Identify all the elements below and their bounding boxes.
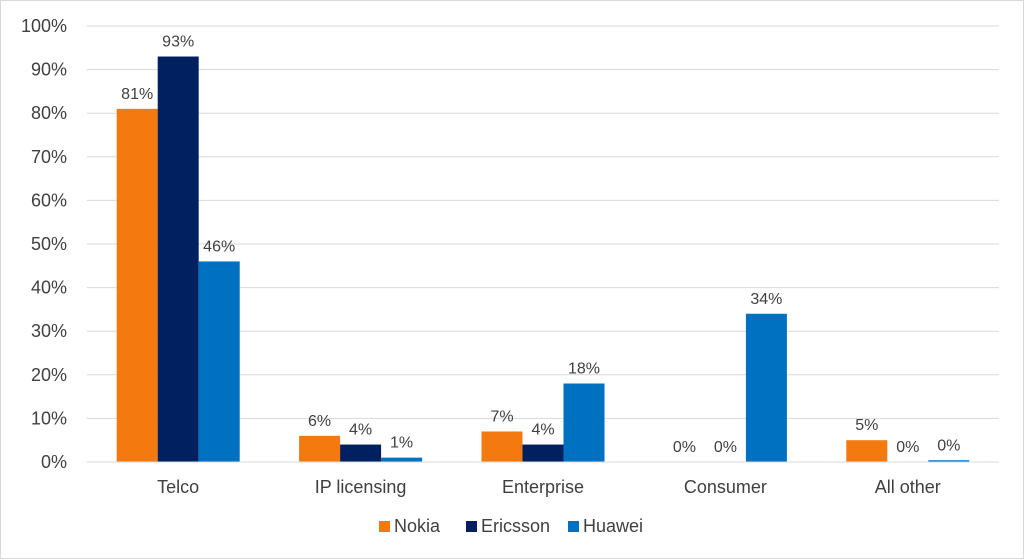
- y-axis-tick-labels: 0% 10% 20% 30% 40% 50% 60% 70% 80% 90% 100%: [21, 16, 67, 472]
- data-label-ericsson: 4%: [531, 422, 554, 439]
- data-label-huawei: 1%: [390, 435, 413, 452]
- y-tick-label: 70%: [31, 147, 67, 167]
- legend-swatch-ericsson: [466, 521, 477, 532]
- data-labels: 81% 93% 46% 6% 4% 1% 7% 4% 18% 0% 0% 34% 5% 0% 0%: [121, 34, 960, 456]
- y-tick-label: 0%: [41, 452, 67, 472]
- bar-huawei-4: [928, 460, 970, 462]
- data-label-nokia: 6%: [308, 413, 331, 430]
- legend: Nokia Ericsson Huawei: [379, 516, 643, 536]
- y-tick-label: 30%: [31, 321, 67, 341]
- data-label-huawei: 34%: [750, 291, 782, 308]
- y-tick-label: 60%: [31, 190, 67, 210]
- data-label-nokia: 5%: [855, 417, 878, 434]
- legend-label-nokia: Nokia: [394, 516, 441, 536]
- bar-huawei-2: [563, 383, 605, 462]
- data-label-huawei: 46%: [203, 238, 235, 255]
- x-category-label: Enterprise: [502, 477, 584, 497]
- y-tick-label: 90%: [31, 60, 67, 80]
- y-tick-label: 100%: [21, 16, 67, 36]
- y-tick-label: 10%: [31, 408, 67, 428]
- legend-label-huawei: Huawei: [583, 516, 643, 536]
- x-category-label: All other: [875, 477, 941, 497]
- data-label-nokia: 0%: [673, 439, 696, 456]
- legend-swatch-nokia: [379, 521, 390, 532]
- legend-swatch-huawei: [568, 521, 579, 532]
- y-tick-label: 50%: [31, 234, 67, 254]
- bar-ericsson-0: [157, 56, 199, 463]
- y-tick-label: 80%: [31, 103, 67, 123]
- bar-nokia-2: [481, 431, 523, 462]
- bar-huawei-0: [198, 261, 240, 462]
- data-label-nokia: 7%: [490, 408, 513, 425]
- data-label-ericsson: 4%: [349, 422, 372, 439]
- data-label-ericsson: 93%: [162, 34, 194, 51]
- data-label-nokia: 81%: [121, 86, 153, 103]
- bar-ericsson-1: [340, 444, 382, 462]
- y-tick-label: 40%: [31, 278, 67, 298]
- x-axis: Telco IP licensing Enterprise Consumer All o…: [87, 461, 999, 497]
- x-category-label: Consumer: [684, 477, 767, 497]
- bar-nokia-4: [846, 440, 888, 462]
- bar-huawei-3: [745, 313, 787, 462]
- bar-ericsson-2: [522, 444, 564, 462]
- data-label-huawei: 18%: [568, 361, 600, 378]
- bar-nokia-1: [299, 435, 341, 462]
- data-label-ericsson: 0%: [896, 439, 919, 456]
- bar-nokia-0: [116, 108, 158, 462]
- y-tick-label: 20%: [31, 365, 67, 385]
- x-category-label: Telco: [157, 477, 199, 497]
- data-label-huawei: 0%: [937, 437, 960, 454]
- bar-huawei-1: [381, 457, 423, 462]
- x-category-label: IP licensing: [315, 477, 407, 497]
- data-label-ericsson: 0%: [714, 439, 737, 456]
- legend-label-ericsson: Ericsson: [481, 516, 550, 536]
- bars: [116, 56, 970, 463]
